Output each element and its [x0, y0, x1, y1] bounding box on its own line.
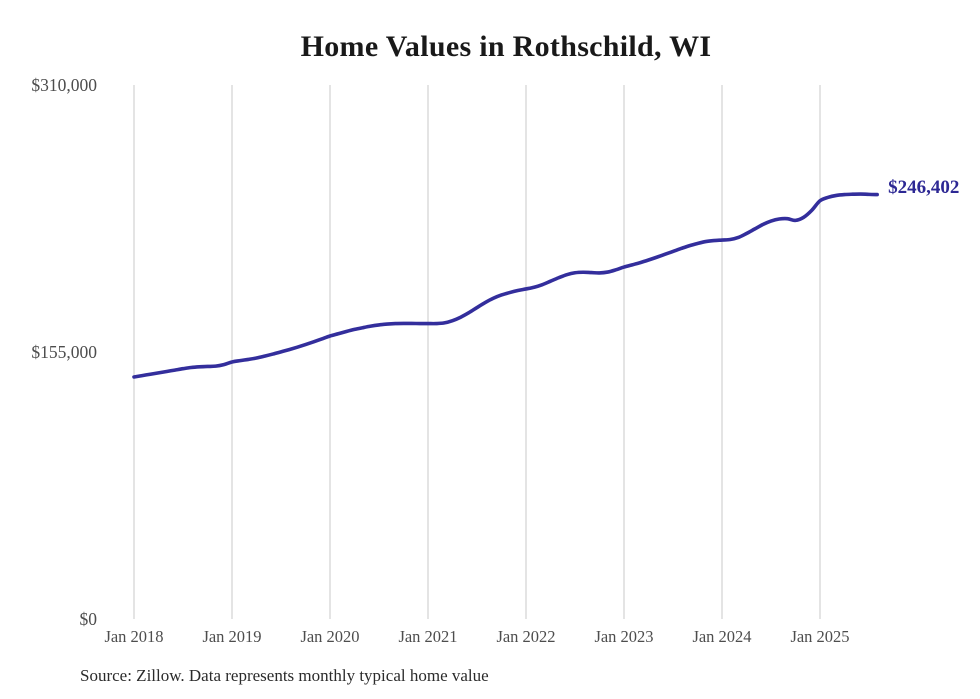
x-tick-label: Jan 2020	[300, 627, 360, 646]
x-tick-label: Jan 2025	[790, 627, 850, 646]
home-value-line-series	[132, 192, 879, 379]
x-tick-label: Jan 2019	[202, 627, 262, 646]
source-note: Source: Zillow. Data represents monthly …	[80, 666, 489, 685]
x-tick-label: Jan 2024	[692, 627, 752, 646]
x-tick-label: Jan 2023	[594, 627, 654, 646]
y-tick-label: $0	[79, 609, 98, 629]
x-tick-label: Jan 2021	[398, 627, 458, 646]
y-tick-label: $310,000	[31, 75, 97, 95]
latest-value-label: $246,402	[888, 176, 960, 198]
chart-title: Home Values in Rothschild, WI	[300, 30, 712, 63]
y-tick-label: $155,000	[31, 342, 97, 362]
x-tick-label: Jan 2022	[496, 627, 556, 646]
x-tick-label: Jan 2018	[104, 627, 164, 646]
year-gridlines	[133, 85, 821, 619]
